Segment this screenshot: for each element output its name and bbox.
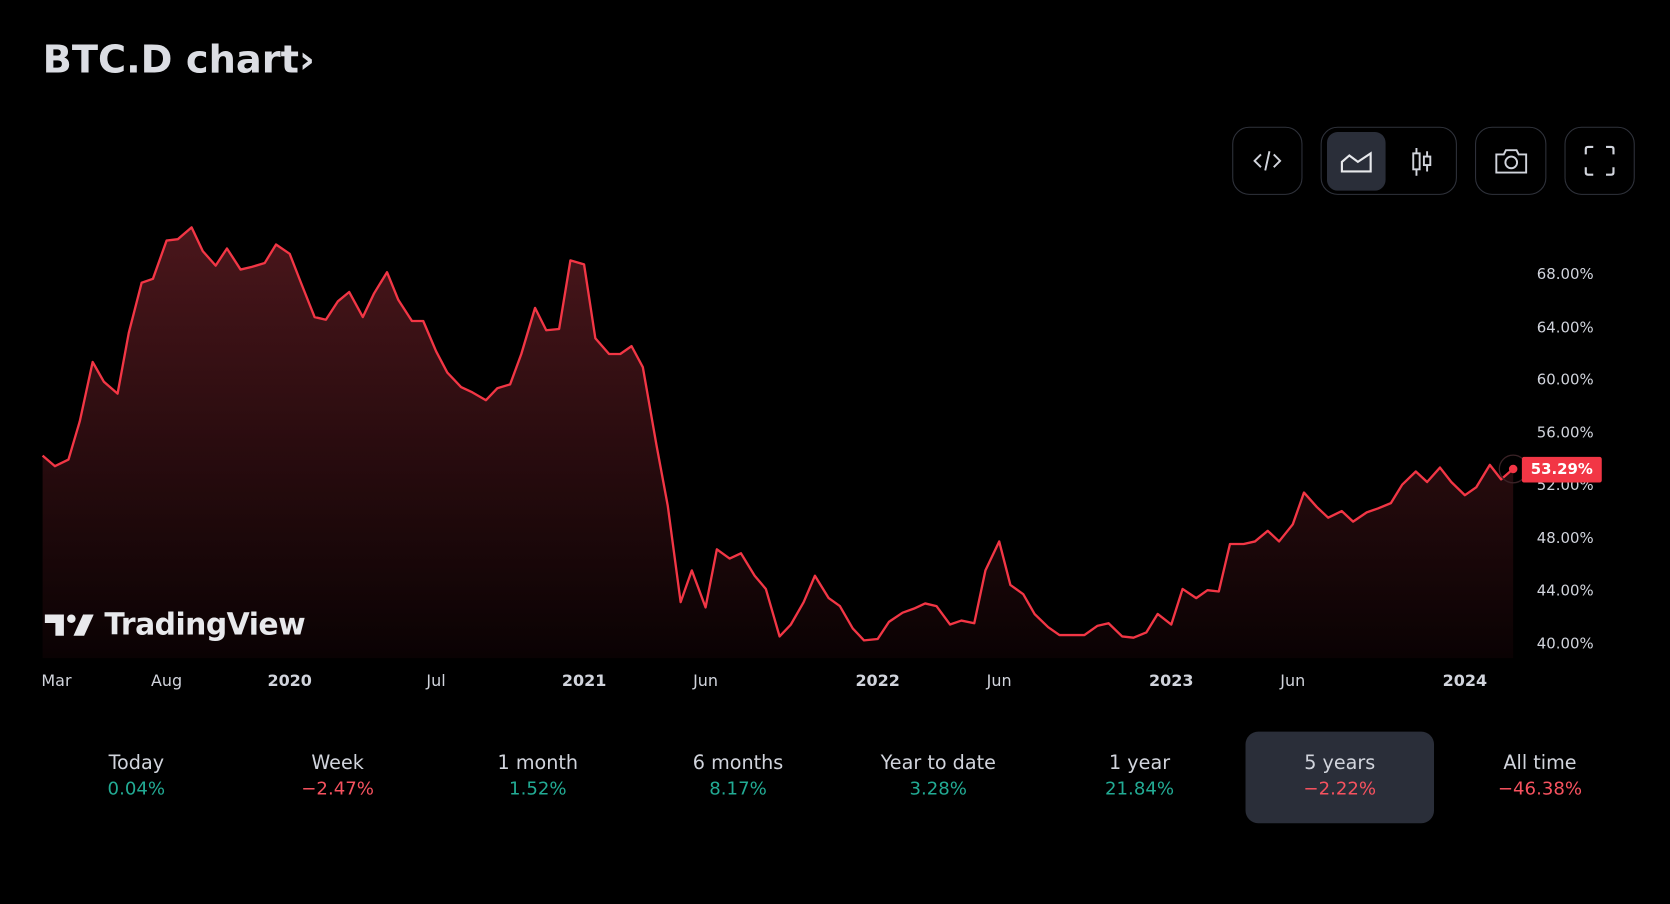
- candlestick-chart-button[interactable]: [1392, 132, 1451, 191]
- tradingview-logo-text: TradingView: [104, 607, 306, 643]
- x-tick-label: Jul: [426, 670, 446, 691]
- tradingview-logo-icon: [44, 613, 94, 636]
- period-change: −2.47%: [301, 778, 374, 800]
- x-tick-label: Aug: [151, 670, 183, 691]
- period-label: 1 year: [1109, 751, 1171, 775]
- y-tick-label: 40.00%: [1536, 635, 1594, 653]
- last-point-marker: [1508, 464, 1518, 474]
- area-fill: [42, 227, 1514, 659]
- last-price-label: 53.29%: [1521, 456, 1602, 483]
- chart-title: BTC.D chart: [42, 38, 299, 83]
- period-label: Year to date: [880, 751, 996, 775]
- period-change: 1.52%: [509, 778, 567, 800]
- camera-icon: [1476, 128, 1545, 194]
- x-tick-label: Jun: [986, 670, 1012, 691]
- period-label: All time: [1503, 751, 1577, 775]
- period-tab[interactable]: 5 years −2.22%: [1245, 731, 1435, 824]
- period-tab[interactable]: 1 year 21.84%: [1045, 732, 1234, 824]
- period-change: −2.22%: [1303, 778, 1377, 800]
- y-tick-label: 60.00%: [1536, 371, 1594, 389]
- fullscreen-icon: [1566, 128, 1634, 194]
- period-tab[interactable]: Today 0.04%: [42, 732, 231, 824]
- period-tab[interactable]: 1 month 1.52%: [444, 732, 633, 824]
- candlestick-chart-icon: [1411, 147, 1431, 176]
- area-chart[interactable]: [0, 202, 1670, 671]
- fullscreen-button[interactable]: [1564, 126, 1635, 195]
- snapshot-button[interactable]: [1475, 126, 1547, 195]
- x-tick-label: 2023: [1149, 670, 1194, 691]
- period-change: 0.04%: [107, 778, 166, 800]
- x-tick-label: 2021: [561, 670, 607, 691]
- area-chart-icon: [1340, 150, 1372, 172]
- x-tick-label: 2022: [855, 670, 900, 691]
- x-tick-label: Mar: [41, 670, 72, 691]
- x-tick-label: 2020: [267, 670, 312, 691]
- period-label: Week: [311, 751, 364, 775]
- period-change: 8.17%: [709, 778, 767, 800]
- period-tab[interactable]: 6 months 8.17%: [644, 732, 833, 824]
- chart-type-toggle: [1320, 126, 1457, 195]
- y-tick-label: 56.00%: [1536, 424, 1594, 442]
- chart-title-link[interactable]: BTC.D chart›: [43, 38, 315, 82]
- y-tick-label: 64.00%: [1536, 319, 1594, 337]
- period-label: 5 years: [1304, 751, 1376, 775]
- period-change: −46.38%: [1497, 778, 1583, 800]
- y-tick-label: 44.00%: [1536, 583, 1594, 601]
- period-change: 3.28%: [909, 778, 968, 800]
- embed-code-button[interactable]: [1232, 126, 1303, 195]
- embed-code-icon: [1233, 128, 1301, 194]
- period-tab[interactable]: Year to date 3.28%: [844, 732, 1033, 824]
- period-label: 6 months: [692, 751, 784, 775]
- x-tick-label: Jun: [1280, 670, 1306, 691]
- x-tick-label: Jun: [693, 670, 719, 691]
- period-tab[interactable]: All time −46.38%: [1446, 732, 1635, 824]
- y-tick-label: 48.00%: [1536, 530, 1594, 548]
- chevron-right-icon: ›: [298, 38, 315, 83]
- series-line: [41, 226, 1514, 642]
- area-chart-button[interactable]: [1326, 132, 1386, 191]
- tradingview-logo[interactable]: TradingView: [44, 607, 306, 643]
- x-tick-label: 2024: [1442, 670, 1488, 691]
- period-label: Today: [108, 751, 165, 775]
- period-change: 21.84%: [1105, 778, 1175, 800]
- y-tick-label: 68.00%: [1536, 266, 1594, 284]
- period-label: 1 month: [497, 751, 579, 775]
- period-tab[interactable]: Week −2.47%: [243, 732, 432, 824]
